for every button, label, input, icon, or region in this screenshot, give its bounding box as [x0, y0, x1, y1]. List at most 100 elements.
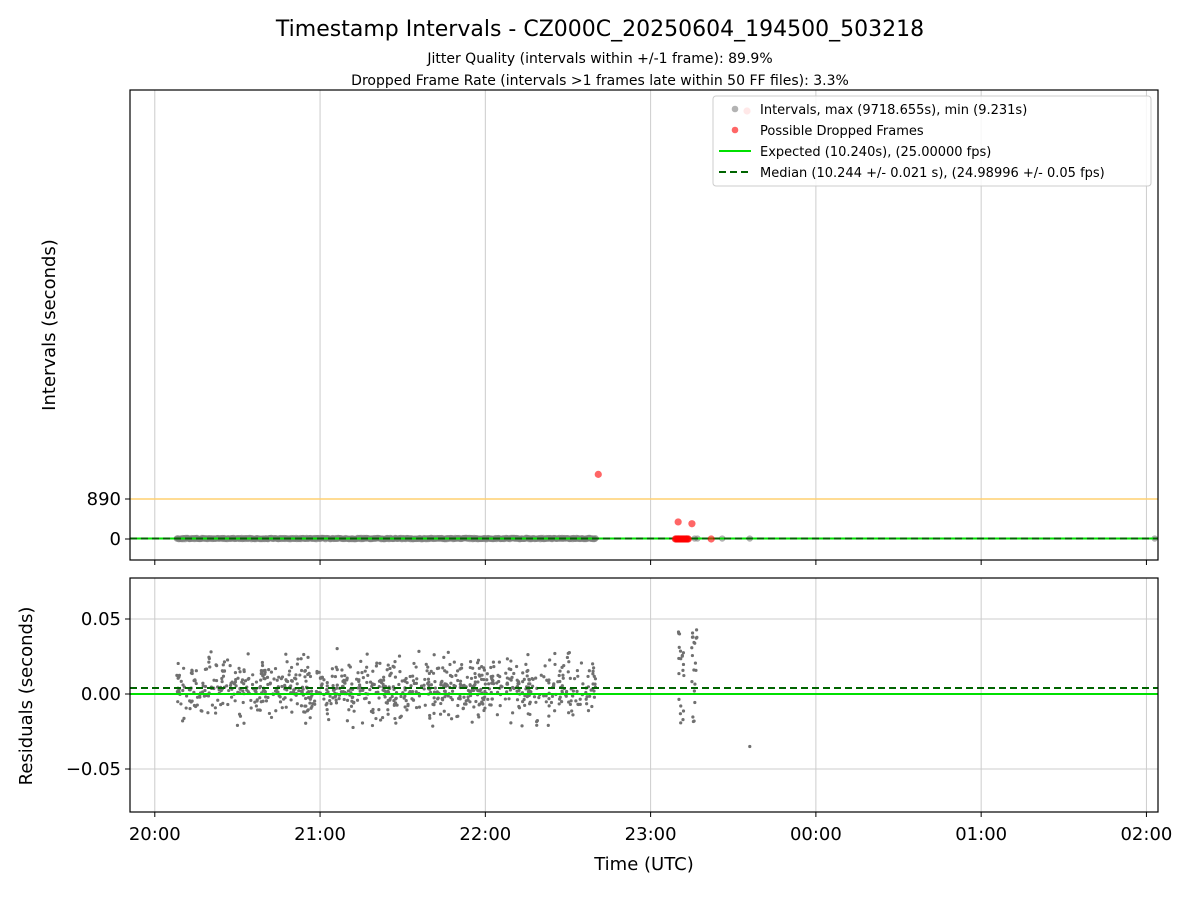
residual-point [576, 702, 580, 706]
residual-point [587, 669, 591, 673]
legend: Intervals, max (9718.655s), min (9.231s)… [712, 95, 1152, 187]
residual-point [228, 663, 232, 668]
residual-point [372, 682, 376, 687]
residual-point [478, 689, 482, 693]
residual-point [505, 690, 509, 694]
plot-frame-top [129, 89, 1159, 561]
residual-point [691, 715, 695, 719]
residual-point [255, 708, 260, 712]
residual-point [308, 716, 312, 720]
residual-point [448, 662, 452, 667]
residual-point [466, 695, 470, 699]
residual-point [261, 699, 265, 703]
dropped-frame-point [594, 470, 602, 478]
residual-point [432, 711, 436, 715]
residual-point [352, 700, 356, 704]
residual-point [377, 696, 381, 700]
residual-point [292, 690, 296, 694]
residual-point [570, 709, 574, 713]
residual-point [525, 695, 529, 699]
residual-point [213, 706, 217, 710]
residual-point [446, 650, 450, 654]
residual-point [390, 694, 394, 699]
top-y-tick-label: 0 [110, 529, 121, 550]
residual-point [425, 669, 429, 673]
residual-point [466, 688, 471, 693]
dropped-frame-point [674, 518, 682, 526]
residual-point [448, 673, 453, 678]
residual-point [591, 672, 595, 676]
residual-point [190, 671, 194, 676]
dropped-frame-point [707, 535, 715, 543]
residual-point [542, 694, 546, 698]
residual-point [342, 697, 346, 702]
residual-point [249, 698, 253, 703]
residual-point [258, 708, 262, 712]
residual-point [362, 697, 367, 701]
residual-point [456, 703, 460, 708]
residual-point [415, 677, 419, 681]
residual-point [433, 686, 438, 690]
residual-point [266, 682, 270, 687]
residual-point [295, 682, 299, 686]
residual-point [568, 702, 572, 707]
residual-point [306, 672, 310, 677]
residual-point [356, 671, 360, 675]
residual-point [278, 700, 283, 704]
residual-point [693, 641, 697, 645]
residual-point [456, 678, 460, 683]
residual-point [290, 710, 294, 714]
residual-point [527, 682, 531, 686]
residual-point [200, 709, 204, 713]
residual-point [269, 670, 274, 674]
residual-point [366, 673, 370, 677]
residual-point [325, 707, 329, 712]
residual-point [449, 717, 454, 721]
residual-point [243, 679, 248, 683]
residual-point [297, 689, 301, 693]
residual-point [468, 660, 473, 664]
residual-point [539, 673, 543, 677]
residual-point [241, 689, 245, 693]
residual-point [458, 682, 463, 687]
residual-point [340, 668, 344, 672]
residual-point [237, 712, 242, 716]
residual-point [237, 666, 241, 671]
residual-point [392, 703, 396, 707]
residual-point [414, 665, 418, 669]
residual-point [365, 680, 369, 685]
residual-point [429, 669, 433, 674]
residual-point [319, 676, 323, 680]
residual-point [365, 652, 369, 656]
residual-point [250, 682, 255, 687]
residual-point [347, 663, 351, 667]
residual-point [452, 660, 456, 664]
residual-point [521, 680, 525, 684]
residual-point [335, 683, 339, 687]
residual-point [677, 645, 681, 649]
residual-point [214, 663, 218, 667]
residual-point [482, 708, 486, 713]
residual-point [681, 668, 685, 672]
residual-point [177, 690, 181, 694]
residual-point [504, 671, 508, 675]
residual-point [388, 697, 392, 701]
residual-point [337, 697, 341, 701]
residual-point [507, 667, 511, 671]
residual-point [517, 688, 521, 692]
residual-point [427, 671, 431, 676]
residual-point [295, 662, 300, 666]
residual-point [510, 675, 514, 679]
residual-point [475, 661, 480, 665]
residual-point [254, 680, 259, 684]
residual-point [470, 720, 474, 724]
residual-point [295, 702, 299, 706]
residual-point [404, 699, 408, 703]
chart-subtitle-jitter: Jitter Quality (intervals within +/-1 fr… [426, 51, 772, 67]
residual-point [370, 723, 375, 728]
residual-point [195, 703, 199, 707]
residual-point [269, 715, 274, 720]
residual-point [201, 681, 205, 685]
bottom-y-tick-label: 0.05 [81, 609, 121, 630]
residual-point [358, 686, 362, 690]
